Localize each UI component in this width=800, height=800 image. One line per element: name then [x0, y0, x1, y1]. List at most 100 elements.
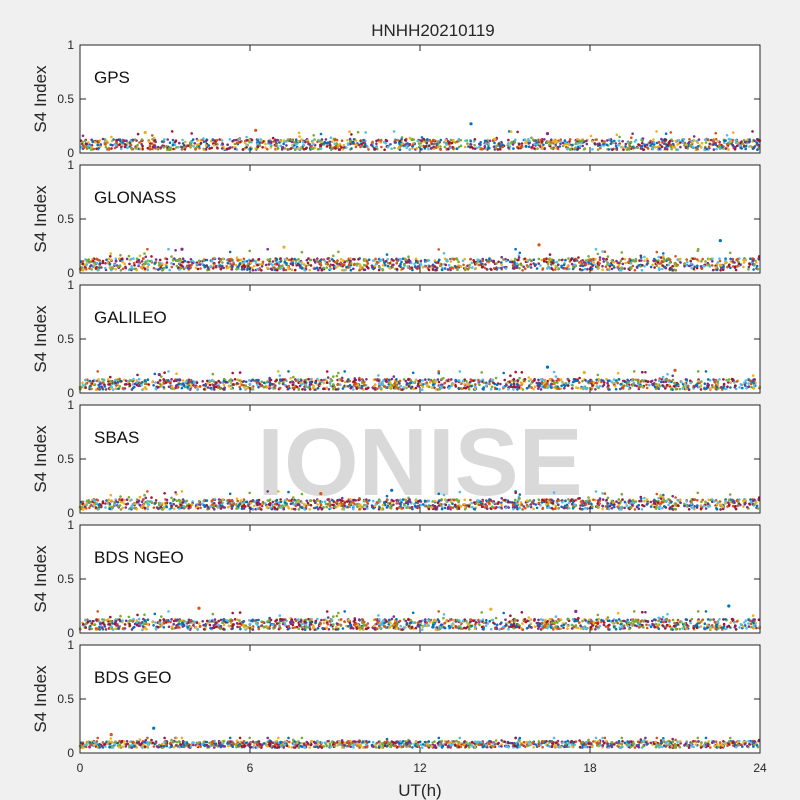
data-point: [427, 147, 430, 151]
data-point: [708, 142, 711, 146]
data-point: [432, 142, 436, 146]
data-point: [563, 267, 567, 270]
data-point: [526, 265, 530, 269]
data-point: [290, 138, 294, 142]
data-point: [561, 141, 565, 145]
data-point: [449, 266, 453, 270]
data-point: [377, 384, 381, 388]
data-point: [269, 267, 273, 271]
data-point: [520, 145, 523, 149]
data-point: [339, 258, 343, 261]
data-point: [212, 380, 216, 383]
data-point: [641, 264, 644, 267]
data-point: [629, 140, 633, 144]
data-point: [202, 137, 205, 140]
data-point: [228, 379, 232, 382]
data-point: [128, 382, 131, 386]
data-point: [378, 259, 382, 263]
axes-border: [79, 164, 761, 274]
data-point: [701, 257, 704, 261]
data-point: [263, 385, 267, 389]
data-point: [294, 379, 298, 382]
data-point: [141, 381, 144, 384]
data-point: [439, 148, 442, 151]
data-point: [624, 145, 627, 148]
data-point: [671, 265, 674, 268]
data-point: [468, 380, 472, 384]
data-point: [718, 257, 721, 261]
data-point: [93, 264, 96, 267]
data-point: [377, 374, 380, 377]
data-point: [744, 140, 747, 144]
data-point: [439, 138, 443, 142]
data-point: [230, 258, 234, 261]
data-point: [470, 145, 473, 149]
data-point: [339, 261, 343, 265]
data-point: [91, 140, 94, 144]
data-point: [150, 255, 153, 258]
data-point: [111, 382, 114, 385]
data-point: [671, 388, 674, 391]
data-point: [596, 148, 600, 151]
data-point: [196, 267, 200, 271]
data-point: [449, 268, 452, 272]
data-point: [319, 147, 323, 151]
data-point: [692, 267, 695, 271]
panel-label: GALILEO: [94, 308, 167, 327]
data-point: [152, 384, 155, 387]
data-point: [742, 505, 745, 508]
data-point: [181, 379, 185, 382]
data-point: [237, 265, 240, 269]
data-point: [94, 506, 98, 509]
data-point: [395, 378, 398, 381]
data-point: [88, 260, 92, 264]
data-point: [617, 263, 621, 267]
data-point: [463, 386, 466, 390]
data-point: [90, 268, 93, 271]
data-point: [211, 138, 215, 141]
data-point: [81, 269, 85, 272]
data-point: [568, 140, 571, 143]
data-point: [310, 144, 313, 148]
data-point: [266, 490, 270, 493]
data-point: [232, 139, 236, 142]
y-tick-label: 0: [67, 266, 74, 280]
data-point: [468, 266, 471, 269]
data-point: [719, 386, 723, 389]
data-point: [309, 381, 312, 384]
data-point: [239, 258, 243, 262]
data-point: [379, 141, 383, 144]
data-point: [180, 145, 184, 149]
data-point: [615, 133, 619, 137]
data-point: [517, 256, 521, 259]
data-point: [153, 139, 156, 142]
data-point: [610, 259, 614, 262]
data-point: [541, 268, 544, 271]
data-point: [517, 147, 520, 150]
data-point: [305, 146, 308, 150]
data-point: [538, 142, 542, 146]
data-point: [341, 263, 344, 266]
data-point: [84, 142, 88, 145]
data-point: [205, 258, 209, 262]
data-point: [414, 260, 418, 264]
data-point: [139, 147, 142, 150]
data-point: [98, 264, 102, 268]
data-point: [236, 259, 239, 262]
data-point: [554, 504, 558, 508]
data-point: [356, 130, 360, 134]
data-point: [105, 258, 108, 262]
data-point: [133, 267, 136, 271]
data-point: [607, 262, 611, 266]
data-point: [108, 383, 112, 386]
data-point: [713, 380, 717, 384]
data-point: [483, 266, 487, 270]
data-point: [530, 386, 533, 389]
data-point: [104, 143, 107, 146]
data-point: [250, 138, 254, 142]
data-point: [114, 260, 118, 263]
data-point: [132, 257, 135, 260]
data-point: [670, 380, 673, 384]
data-point: [411, 507, 414, 511]
